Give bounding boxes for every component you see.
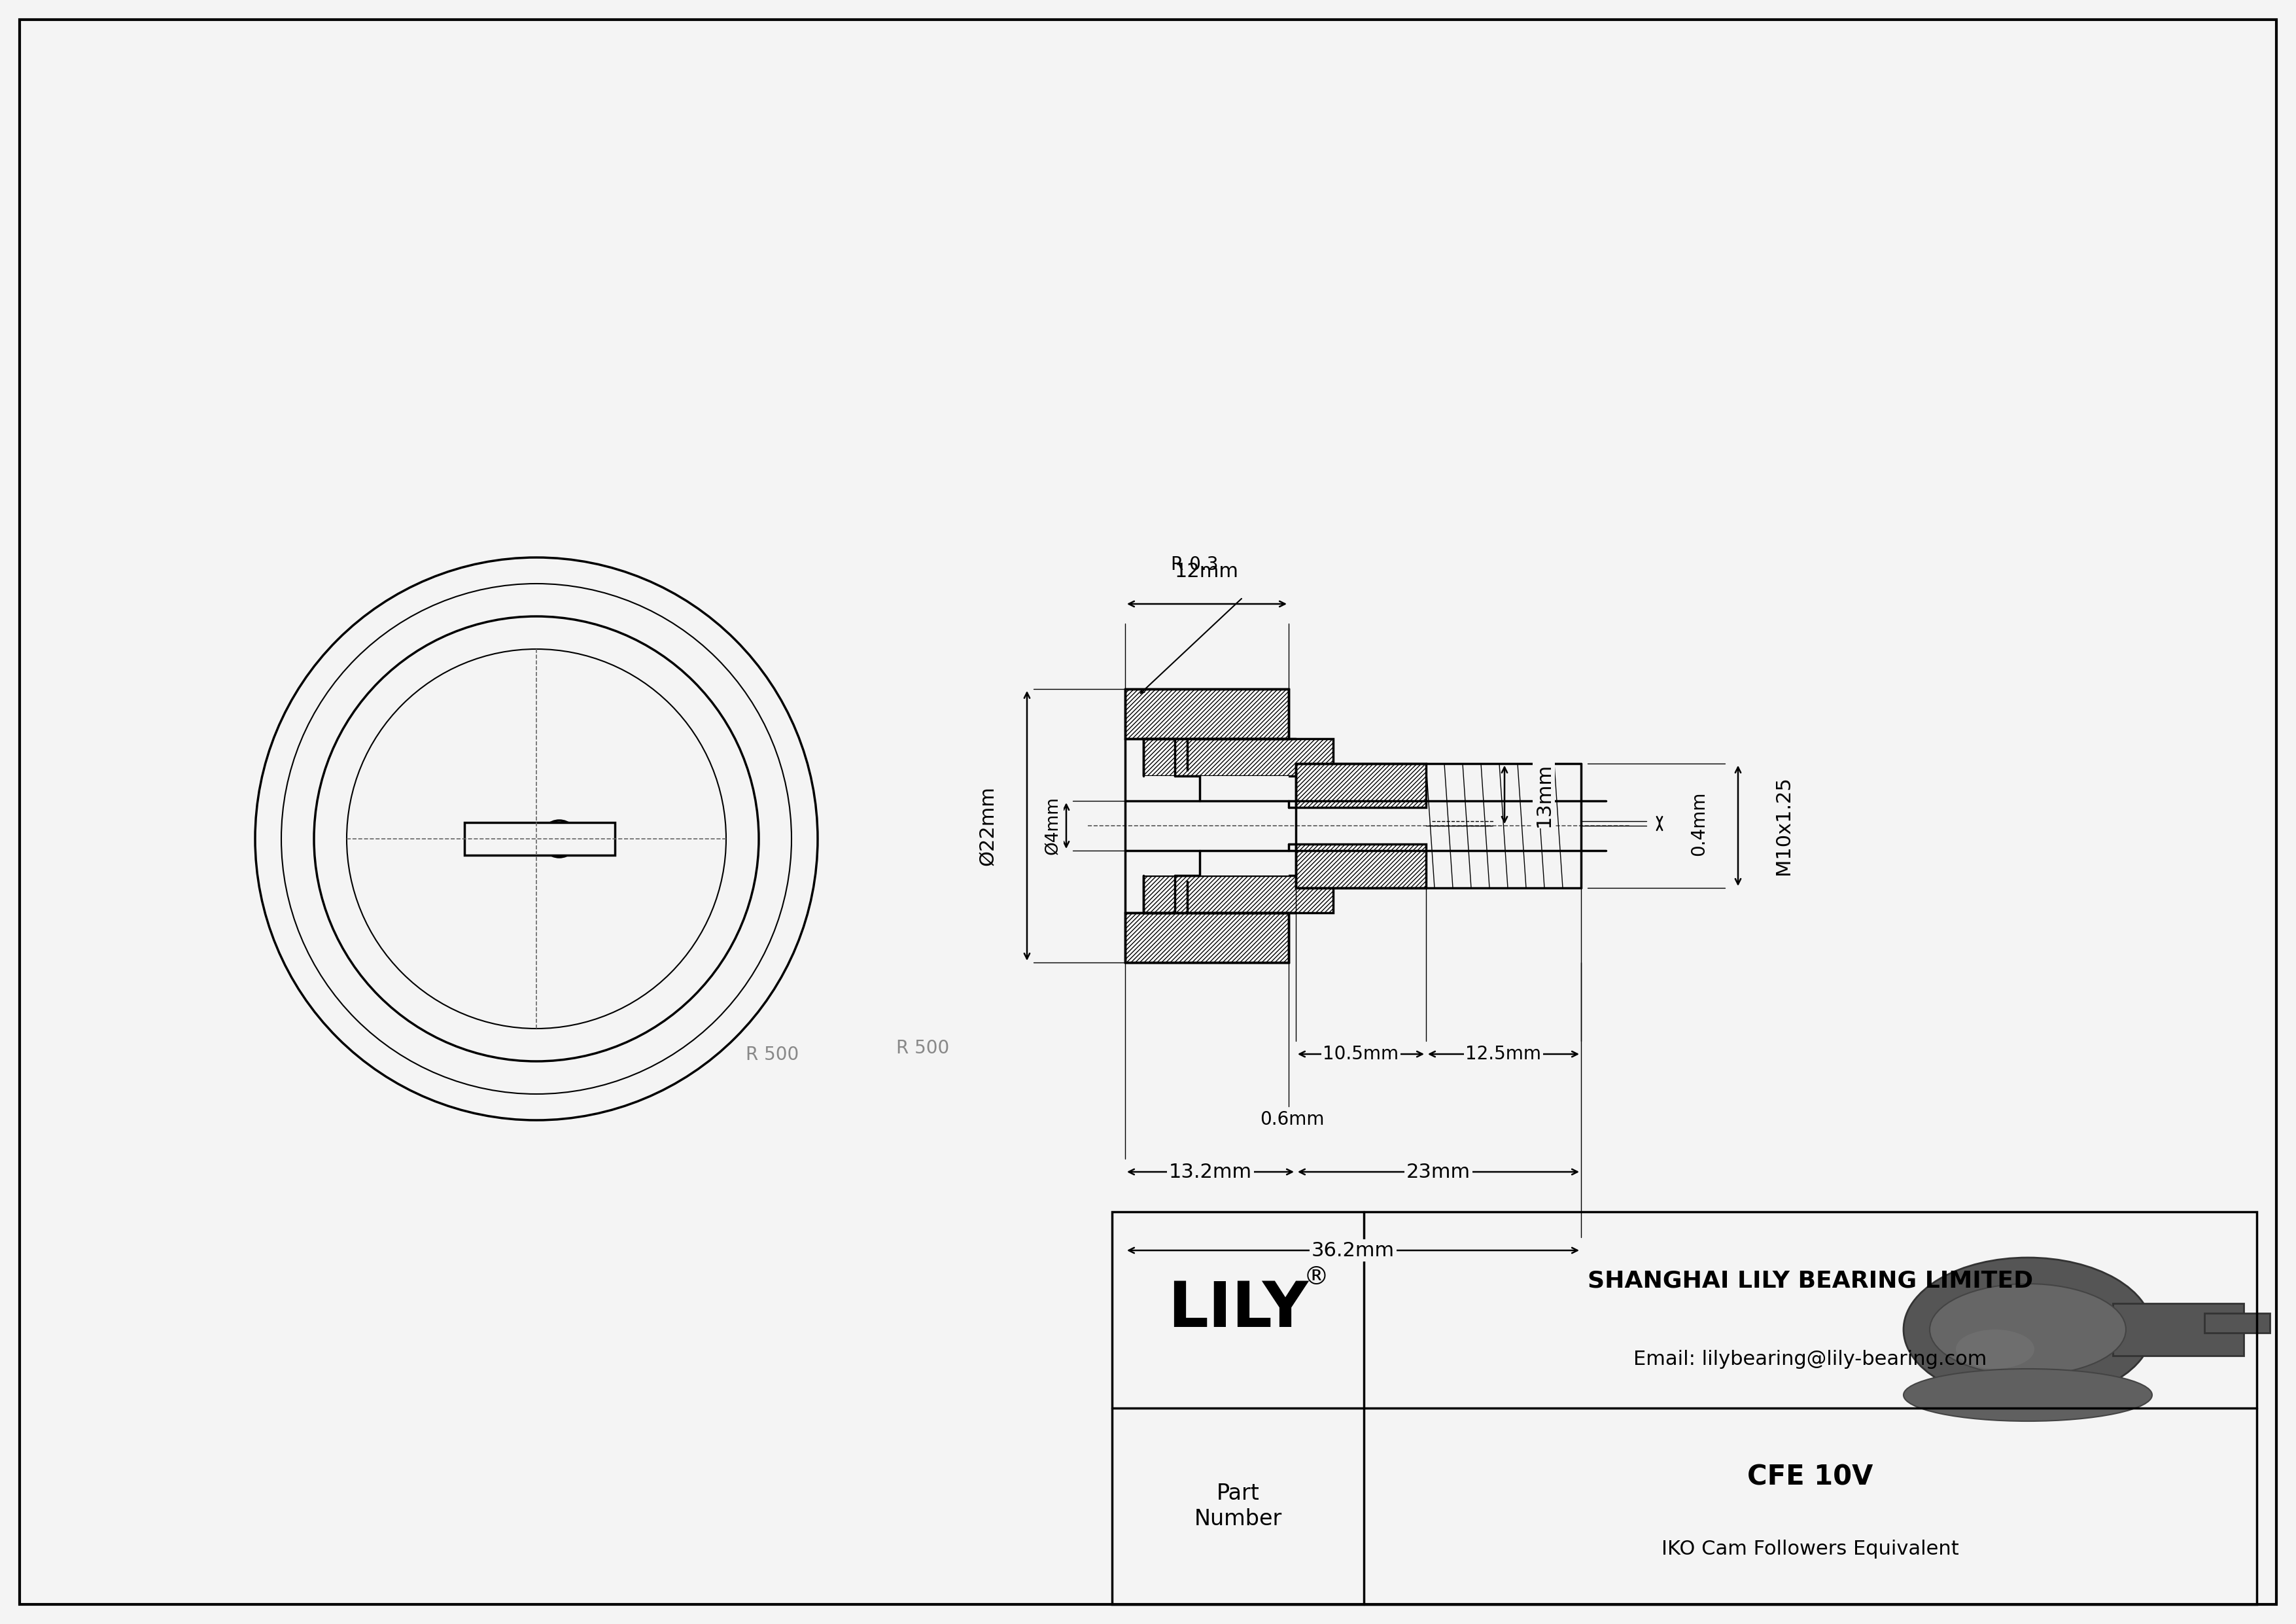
Text: CFE 10V: CFE 10V: [1747, 1463, 1874, 1491]
Text: Email: lilybearing@lily-bearing.com: Email: lilybearing@lily-bearing.com: [1632, 1350, 1986, 1369]
Ellipse shape: [1903, 1257, 2151, 1402]
Text: 0.4mm: 0.4mm: [1690, 791, 1708, 856]
Text: 12mm: 12mm: [1176, 562, 1240, 581]
Text: SHANGHAI LILY BEARING LIMITED: SHANGHAI LILY BEARING LIMITED: [1587, 1270, 2032, 1291]
Ellipse shape: [1929, 1283, 2126, 1376]
Text: 12.5mm: 12.5mm: [1465, 1044, 1541, 1064]
Text: 23mm: 23mm: [1407, 1163, 1469, 1181]
Ellipse shape: [1903, 1369, 2151, 1421]
Text: 13.2mm: 13.2mm: [1169, 1163, 1251, 1181]
Text: R 500: R 500: [746, 1046, 799, 1064]
Bar: [1295, 763, 1426, 807]
Text: 0.6mm: 0.6mm: [1261, 1111, 1325, 1129]
Ellipse shape: [1956, 1330, 2034, 1369]
Bar: [1143, 875, 1334, 913]
Bar: [1125, 913, 1288, 963]
Text: Part
Number: Part Number: [1194, 1483, 1281, 1530]
Bar: [1295, 844, 1426, 888]
Bar: [464, 822, 615, 856]
Text: ®: ®: [1304, 1265, 1329, 1289]
Text: R 500: R 500: [895, 1039, 948, 1057]
Text: 10.5mm: 10.5mm: [1322, 1044, 1398, 1064]
Text: 36.2mm: 36.2mm: [1311, 1241, 1394, 1260]
Bar: [1143, 739, 1334, 776]
Text: Ø4mm: Ø4mm: [1045, 797, 1061, 854]
Bar: [2112, 1304, 2243, 1356]
Bar: [1125, 689, 1288, 739]
Text: 13mm: 13mm: [1534, 763, 1552, 827]
Text: M10x1.25: M10x1.25: [1775, 776, 1793, 875]
Text: LILY: LILY: [1169, 1280, 1309, 1340]
Bar: [2204, 1314, 2271, 1333]
Bar: [1111, 1212, 2257, 1605]
Text: IKO Cam Followers Equivalent: IKO Cam Followers Equivalent: [1662, 1540, 1958, 1559]
Bar: [1125, 776, 1288, 875]
Text: R 0.3: R 0.3: [1171, 555, 1219, 573]
Text: Ø22mm: Ø22mm: [978, 786, 996, 866]
